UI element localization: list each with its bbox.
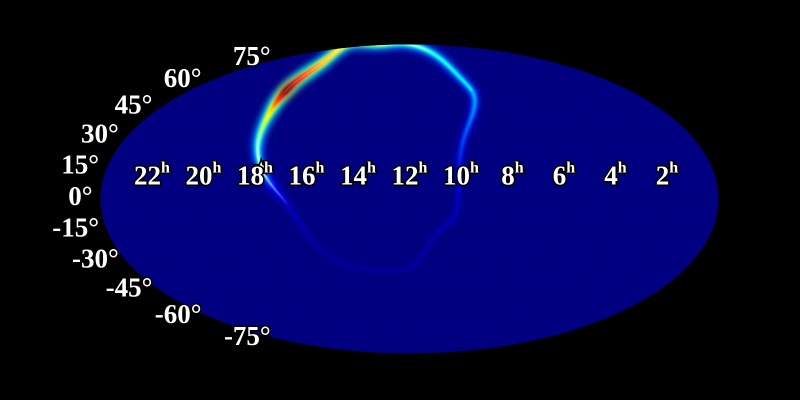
svg-text:60°: 60° [164,63,202,93]
svg-text:-75°: -75° [224,321,271,351]
svg-text:-15°: -15° [52,213,99,243]
svg-text:-45°: -45° [106,272,153,302]
svg-text:15°: 15° [61,149,99,179]
svg-text:-60°: -60° [155,299,202,329]
svg-text:30°: 30° [81,119,119,149]
svg-text:45°: 45° [115,90,153,120]
svg-text:0°: 0° [68,181,92,211]
svg-text:-30°: -30° [72,243,119,273]
svg-text:75°: 75° [233,41,271,71]
